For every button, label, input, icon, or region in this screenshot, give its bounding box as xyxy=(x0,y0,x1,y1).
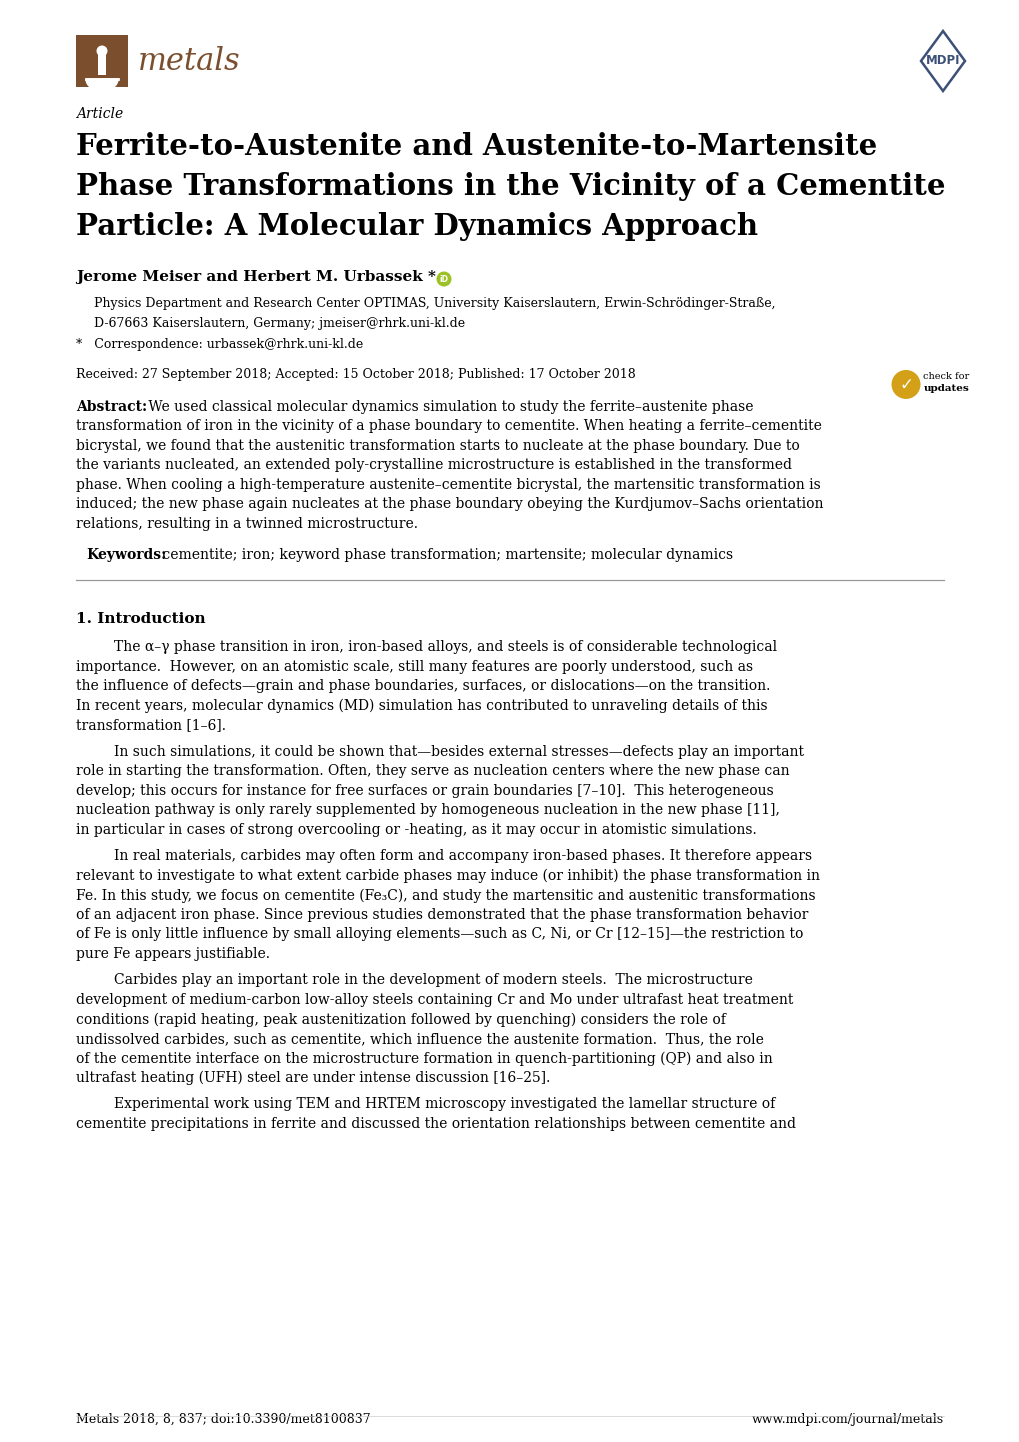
Text: Jerome Meiser and Herbert M. Urbassek *: Jerome Meiser and Herbert M. Urbassek * xyxy=(76,270,435,284)
Text: development of medium-carbon low-alloy steels containing Cr and Mo under ultrafa: development of medium-carbon low-alloy s… xyxy=(76,994,793,1007)
Text: Particle: A Molecular Dynamics Approach: Particle: A Molecular Dynamics Approach xyxy=(76,212,757,241)
Text: transformation of iron in the vicinity of a phase boundary to cementite. When he: transformation of iron in the vicinity o… xyxy=(76,420,821,434)
Circle shape xyxy=(97,46,107,56)
FancyBboxPatch shape xyxy=(98,53,106,75)
Text: the influence of defects—grain and phase boundaries, surfaces, or dislocations—o: the influence of defects—grain and phase… xyxy=(76,679,769,694)
Text: induced; the new phase again nucleates at the phase boundary obeying the Kurdjum: induced; the new phase again nucleates a… xyxy=(76,497,822,512)
Text: cementite; iron; keyword phase transformation; martensite; molecular dynamics: cementite; iron; keyword phase transform… xyxy=(158,548,733,562)
Text: the variants nucleated, an extended poly-crystalline microstructure is establish: the variants nucleated, an extended poly… xyxy=(76,459,791,473)
Text: develop; this occurs for instance for free surfaces or grain boundaries [7–10]. : develop; this occurs for instance for fr… xyxy=(76,784,773,797)
Text: In recent years, molecular dynamics (MD) simulation has contributed to unravelin: In recent years, molecular dynamics (MD)… xyxy=(76,699,767,714)
Text: Fe. In this study, we focus on cementite (Fe₃C), and study the martensitic and a: Fe. In this study, we focus on cementite… xyxy=(76,888,815,903)
Polygon shape xyxy=(920,30,964,91)
FancyBboxPatch shape xyxy=(76,35,127,87)
Text: Physics Department and Research Center OPTIMAS, University Kaiserslautern, Erwin: Physics Department and Research Center O… xyxy=(94,297,774,310)
Text: Keywords:: Keywords: xyxy=(86,548,166,562)
Text: ultrafast heating (UFH) steel are under intense discussion [16–25].: ultrafast heating (UFH) steel are under … xyxy=(76,1071,550,1086)
Text: cementite precipitations in ferrite and discussed the orientation relationships : cementite precipitations in ferrite and … xyxy=(76,1118,795,1131)
Text: In real materials, carbides may often form and accompany iron-based phases. It t: In real materials, carbides may often fo… xyxy=(114,849,811,864)
Text: iD: iD xyxy=(439,274,448,284)
Text: We used classical molecular dynamics simulation to study the ferrite–austenite p: We used classical molecular dynamics sim… xyxy=(144,399,753,414)
Text: MDPI: MDPI xyxy=(925,55,959,68)
Text: of an adjacent iron phase. Since previous studies demonstrated that the phase tr: of an adjacent iron phase. Since previou… xyxy=(76,908,808,921)
Text: phase. When cooling a high-temperature austenite–cementite bicrystal, the marten: phase. When cooling a high-temperature a… xyxy=(76,477,820,492)
Text: Carbides play an important role in the development of modern steels.  The micros: Carbides play an important role in the d… xyxy=(114,973,752,988)
Text: pure Fe appears justifiable.: pure Fe appears justifiable. xyxy=(76,947,270,960)
Text: conditions (rapid heating, peak austenitization followed by quenching) considers: conditions (rapid heating, peak austenit… xyxy=(76,1012,726,1027)
Text: of the cementite interface on the microstructure formation in quench-partitionin: of the cementite interface on the micros… xyxy=(76,1051,772,1066)
Text: nucleation pathway is only rarely supplemented by homogeneous nucleation in the : nucleation pathway is only rarely supple… xyxy=(76,803,780,818)
Text: D-67663 Kaiserslautern, Germany; jmeiser@rhrk.uni-kl.de: D-67663 Kaiserslautern, Germany; jmeiser… xyxy=(94,317,465,330)
Text: role in starting the transformation. Often, they serve as nucleation centers whe: role in starting the transformation. Oft… xyxy=(76,764,789,779)
Text: of Fe is only little influence by small alloying elements—such as C, Ni, or Cr [: of Fe is only little influence by small … xyxy=(76,927,803,942)
Circle shape xyxy=(891,371,919,399)
Text: relations, resulting in a twinned microstructure.: relations, resulting in a twinned micros… xyxy=(76,516,418,531)
Text: Article: Article xyxy=(76,107,123,121)
Text: In such simulations, it could be shown that—besides external stresses—defects pl: In such simulations, it could be shown t… xyxy=(114,746,803,758)
Text: importance.  However, on an atomistic scale, still many features are poorly unde: importance. However, on an atomistic sca… xyxy=(76,660,752,673)
Text: ✓: ✓ xyxy=(898,375,912,394)
Polygon shape xyxy=(86,79,118,91)
Text: Abstract:: Abstract: xyxy=(76,399,147,414)
Text: www.mdpi.com/journal/metals: www.mdpi.com/journal/metals xyxy=(751,1413,943,1426)
Text: bicrystal, we found that the austenitic transformation starts to nucleate at the: bicrystal, we found that the austenitic … xyxy=(76,438,799,453)
Text: updates: updates xyxy=(922,384,968,394)
Text: Experimental work using TEM and HRTEM microscopy investigated the lamellar struc: Experimental work using TEM and HRTEM mi… xyxy=(114,1097,774,1112)
Text: Ferrite-to-Austenite and Austenite-to-Martensite: Ferrite-to-Austenite and Austenite-to-Ma… xyxy=(76,133,876,162)
Text: transformation [1–6].: transformation [1–6]. xyxy=(76,718,226,733)
Text: Metals 2018, 8, 837; doi:10.3390/met8100837: Metals 2018, 8, 837; doi:10.3390/met8100… xyxy=(76,1413,370,1426)
Text: metals: metals xyxy=(138,46,240,76)
Text: undissolved carbides, such as cementite, which influence the austenite formation: undissolved carbides, such as cementite,… xyxy=(76,1032,763,1045)
Circle shape xyxy=(436,271,451,287)
Text: Received: 27 September 2018; Accepted: 15 October 2018; Published: 17 October 20: Received: 27 September 2018; Accepted: 1… xyxy=(76,368,635,381)
Text: relevant to investigate to what extent carbide phases may induce (or inhibit) th: relevant to investigate to what extent c… xyxy=(76,870,819,884)
Text: check for: check for xyxy=(922,372,969,381)
Text: in particular in cases of strong overcooling or -heating, as it may occur in ato: in particular in cases of strong overcoo… xyxy=(76,823,756,836)
Text: Phase Transformations in the Vicinity of a Cementite: Phase Transformations in the Vicinity of… xyxy=(76,172,945,200)
Text: The α–γ phase transition in iron, iron-based alloys, and steels is of considerab: The α–γ phase transition in iron, iron-b… xyxy=(114,640,776,655)
Text: *   Correspondence: urbassek@rhrk.uni-kl.de: * Correspondence: urbassek@rhrk.uni-kl.d… xyxy=(76,337,363,350)
Text: 1. Introduction: 1. Introduction xyxy=(76,613,206,626)
